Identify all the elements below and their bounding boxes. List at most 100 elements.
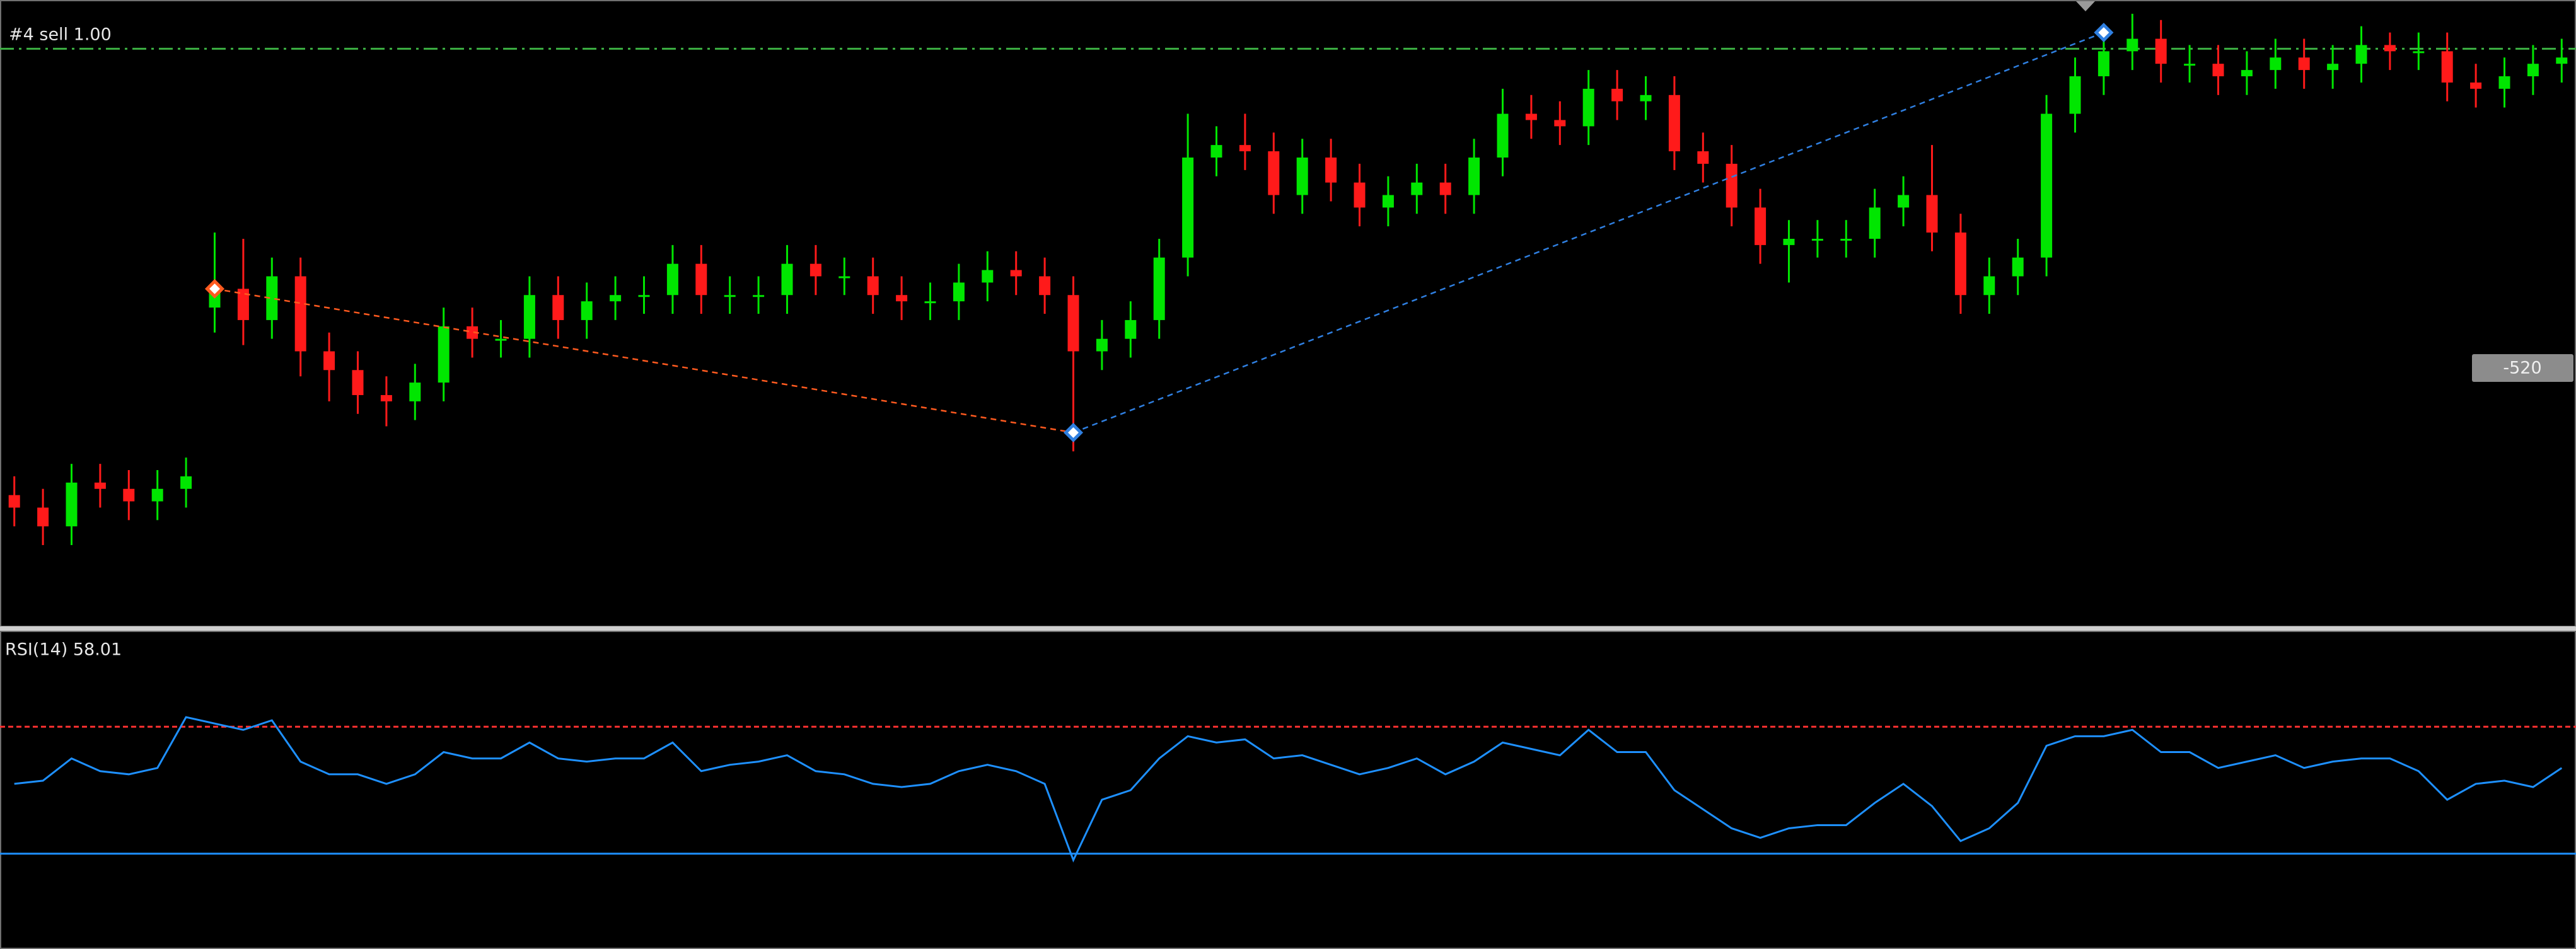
candle-body	[552, 295, 564, 320]
candle-body	[2384, 45, 2396, 52]
candle-body	[781, 263, 793, 296]
candle-body	[467, 326, 479, 339]
candle-body	[1096, 338, 1108, 352]
candle-body	[2012, 257, 2024, 277]
candle-body	[1954, 233, 1966, 296]
trade-line	[1073, 32, 2104, 434]
candle-body	[896, 295, 908, 302]
candle-body	[1439, 182, 1451, 195]
candle-body	[352, 370, 364, 395]
candle-body	[2126, 38, 2138, 52]
candle-body	[380, 394, 392, 401]
price-label-box	[2472, 354, 2573, 382]
panel-divider	[0, 626, 2576, 631]
candle-body	[1325, 158, 1337, 183]
candle-body	[638, 295, 650, 297]
trade-marker	[2094, 23, 2114, 43]
candle-body	[666, 263, 678, 296]
candle-body	[953, 282, 965, 302]
candle-body	[924, 301, 936, 304]
candle-body	[2527, 64, 2539, 77]
candle-body	[37, 507, 49, 527]
candle-body	[581, 301, 593, 320]
candle-body	[1039, 276, 1051, 296]
candle-body	[2441, 51, 2453, 83]
candle-body	[695, 263, 707, 296]
candle-body	[1468, 158, 1480, 195]
candle-body	[495, 338, 507, 341]
price-label: -520	[2503, 359, 2541, 378]
candle-body	[724, 295, 736, 297]
candle-body	[1726, 163, 1738, 208]
candle-body	[867, 276, 879, 296]
candle-body	[151, 488, 163, 502]
candle-body	[2041, 113, 2053, 258]
candle-body	[2097, 51, 2109, 77]
candle-body	[1067, 295, 1079, 352]
candle-body	[294, 276, 306, 352]
candle-body	[2470, 82, 2482, 89]
candle-body	[66, 482, 78, 527]
candle-body	[1497, 113, 1509, 158]
candle-body	[1582, 88, 1594, 127]
candle-body	[1840, 238, 1852, 241]
rsi-panel	[0, 631, 2576, 949]
trade-marker	[1063, 422, 1084, 443]
rsi-title: RSI(14) 58.01	[5, 640, 122, 660]
scroll-marker	[2076, 1, 2095, 11]
candle-body	[1153, 257, 1165, 320]
candle-body	[610, 295, 622, 302]
candle-body	[1411, 182, 1423, 195]
candle-body	[237, 289, 249, 320]
candle-body	[2498, 76, 2510, 89]
candle-body	[2298, 57, 2310, 71]
candle-body	[1668, 95, 1680, 152]
candle-body	[123, 488, 135, 502]
main-layer	[0, 13, 2576, 546]
candle-body	[94, 482, 106, 489]
candle-body	[2155, 38, 2167, 64]
candle-body	[2327, 64, 2339, 71]
candle-body	[1640, 95, 1652, 101]
candle-body	[1983, 276, 1995, 296]
rsi-layer	[0, 716, 2576, 863]
candle-body	[1697, 151, 1709, 164]
candle-body	[1869, 207, 1881, 239]
candle-body	[1182, 158, 1194, 258]
rsi-line	[14, 716, 2563, 863]
candle-body	[323, 351, 335, 371]
candle-body	[2241, 70, 2253, 77]
candle-body	[2270, 57, 2282, 71]
trade-label: #4 sell 1.00	[9, 25, 112, 45]
candle-body	[1755, 207, 1767, 245]
candle-body	[1268, 151, 1280, 195]
candle-body	[438, 326, 450, 383]
candle-body	[982, 270, 994, 283]
candle-body	[1926, 195, 1938, 233]
candle-body	[2413, 51, 2425, 54]
candle-body	[409, 382, 421, 401]
candle-body	[1239, 145, 1251, 152]
candle-body	[753, 295, 765, 297]
candle-body	[2212, 64, 2224, 77]
candle-body	[1125, 319, 1137, 339]
candle-body	[1611, 88, 1623, 101]
candle-body	[2355, 45, 2367, 64]
trade-marker	[204, 279, 225, 299]
trade-line	[214, 288, 1074, 434]
candle-body	[838, 276, 850, 279]
candle-body	[1382, 195, 1394, 208]
candle-body	[1783, 238, 1795, 245]
candle-body	[180, 476, 192, 489]
candle-body	[1898, 195, 1910, 208]
candle-body	[8, 495, 20, 508]
candle-body	[1354, 182, 1366, 208]
candle-body	[2069, 76, 2081, 114]
candle-body	[266, 276, 278, 320]
candle-body	[809, 263, 821, 277]
candle-body	[1554, 120, 1566, 127]
candle-body	[1296, 158, 1308, 195]
main-panel	[0, 0, 2576, 627]
